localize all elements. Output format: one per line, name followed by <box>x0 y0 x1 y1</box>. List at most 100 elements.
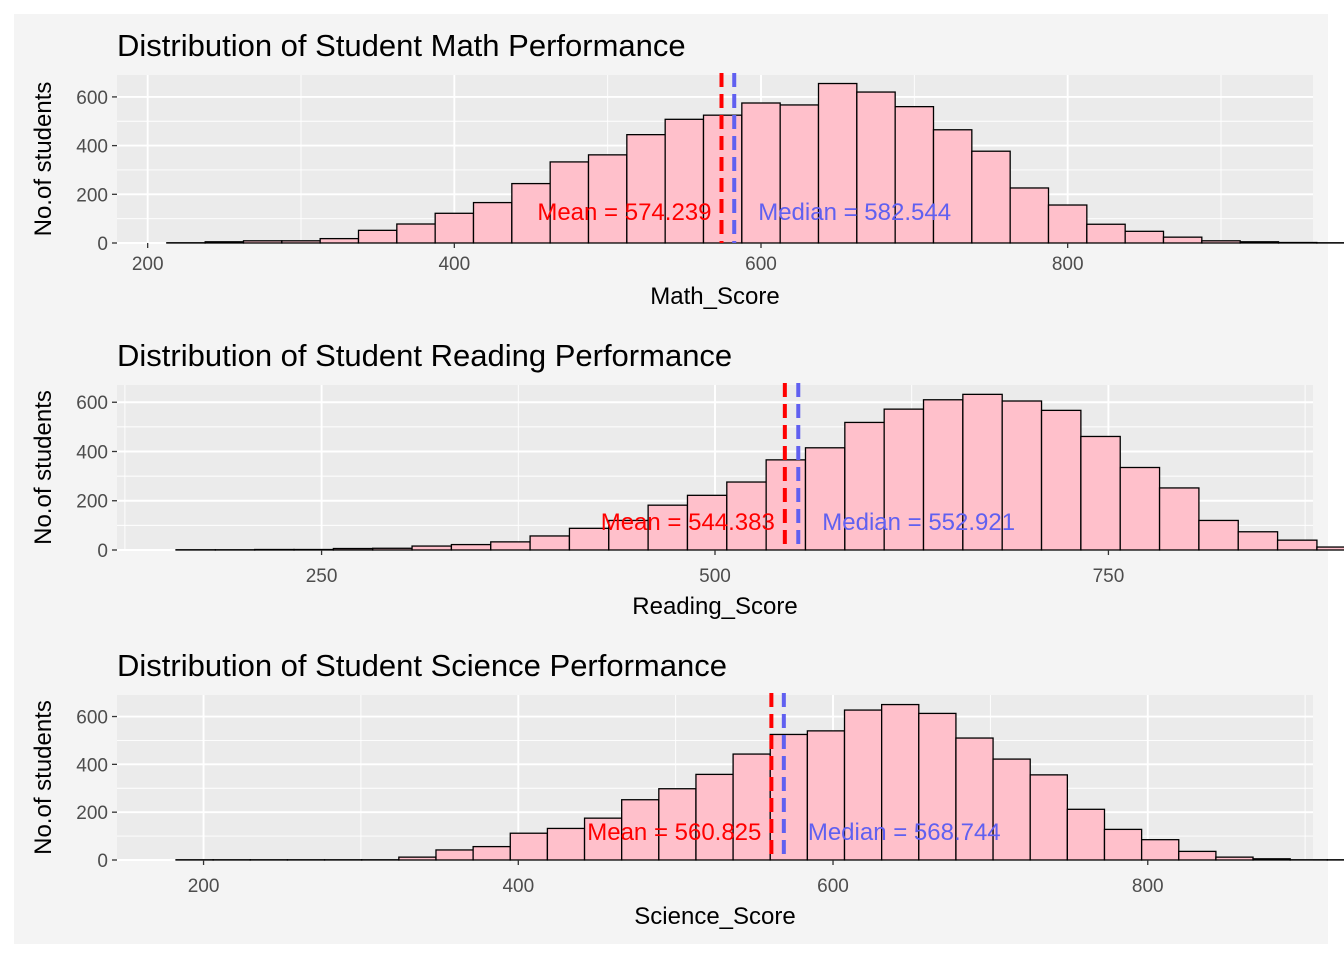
histogram-bar <box>319 237 360 244</box>
histogram-bar <box>932 129 973 244</box>
histogram-bar <box>281 240 321 244</box>
y-tick-label: 200 <box>76 803 108 824</box>
histogram-bar <box>1178 850 1217 861</box>
median-label: Median = 568.744 <box>808 819 1001 846</box>
histogram-bar <box>587 154 628 244</box>
histogram-bar <box>357 229 398 244</box>
histogram-bar <box>372 547 413 551</box>
histogram-bar <box>971 150 1011 244</box>
histogram-bar <box>664 118 705 244</box>
x-tick-label: 800 <box>1052 254 1084 275</box>
histogram-bar <box>726 481 767 551</box>
histogram-bar <box>881 703 920 861</box>
chart-title: Distribution of Student Science Performa… <box>117 648 727 683</box>
y-tick-label: 0 <box>97 541 108 562</box>
y-tick-label: 200 <box>76 185 108 206</box>
x-axis-label: Reading_Score <box>632 593 797 620</box>
y-tick-label: 600 <box>76 88 108 109</box>
y-tick-label: 200 <box>76 492 108 513</box>
histogram-bar <box>626 134 666 244</box>
histogram-bar <box>804 447 846 551</box>
y-tick-label: 400 <box>76 442 108 463</box>
histogram-bar <box>1080 435 1121 551</box>
y-tick-label: 400 <box>76 755 108 776</box>
y-tick-label: 400 <box>76 137 108 158</box>
histogram-bar <box>1215 856 1254 861</box>
histogram-bar <box>1140 839 1180 861</box>
histogram-bar <box>1162 236 1203 244</box>
histogram-bar <box>1040 409 1082 551</box>
x-tick-label: 600 <box>817 876 849 897</box>
histogram-bar <box>472 845 511 861</box>
histogram-bar <box>1066 808 1106 861</box>
histogram-bar <box>1316 546 1344 551</box>
median-label: Median = 552.921 <box>822 509 1015 536</box>
histogram-bar <box>817 82 858 244</box>
histogram-bar <box>332 547 374 551</box>
histogram-bar <box>1029 774 1068 861</box>
y-tick-label: 0 <box>97 851 108 872</box>
x-tick-label: 200 <box>188 876 220 897</box>
histogram-bar <box>658 788 697 861</box>
chart-title: Distribution of Student Math Performance <box>117 28 686 63</box>
histogram-bar <box>398 856 437 861</box>
histogram-bar <box>1009 187 1050 244</box>
histogram-bar <box>922 399 964 551</box>
histogram-bar <box>1103 828 1143 861</box>
histogram-bar <box>883 408 925 551</box>
histogram-bar <box>806 730 846 861</box>
histogram-bar <box>1201 240 1241 244</box>
y-axis-label: No.of students <box>30 82 57 237</box>
x-tick-label: 400 <box>438 254 470 275</box>
chart-title: Distribution of Student Reading Performa… <box>117 338 732 373</box>
x-tick-label: 200 <box>132 254 164 275</box>
x-tick-label: 750 <box>1093 566 1125 587</box>
histogram-bar <box>992 758 1031 861</box>
histogram-bar <box>843 709 883 861</box>
histogram-bar <box>647 504 689 551</box>
y-tick-label: 0 <box>97 234 108 255</box>
y-tick-label: 600 <box>76 708 108 729</box>
histogram-bar <box>1252 858 1291 861</box>
chart-science: Mean = 560.825 Median = 568.744 200 400 600 8… <box>30 648 1344 930</box>
chart-reading: Mean = 544.383 Median = 552.921 250 500 750 0… <box>30 338 1344 620</box>
histogram-bar <box>1276 539 1318 551</box>
histogram-bar <box>1124 230 1165 244</box>
histogram-bar <box>894 106 935 244</box>
histogram-bar <box>583 817 623 861</box>
x-tick-label: 500 <box>699 566 731 587</box>
x-tick-label: 400 <box>502 876 534 897</box>
median-label: Median = 582.544 <box>758 199 951 226</box>
histogram-bar <box>1198 519 1239 551</box>
histogram-bar <box>242 240 283 244</box>
histogram-bar <box>695 773 734 861</box>
histogram-bar <box>490 541 531 551</box>
histogram-bar <box>1086 223 1126 244</box>
x-tick-label: 800 <box>1132 876 1164 897</box>
histogram-bar <box>546 827 586 861</box>
histogram-bar <box>204 241 245 244</box>
histogram-bar <box>472 201 513 244</box>
mean-label: Mean = 544.383 <box>601 509 775 536</box>
histogram-bar <box>1158 487 1200 551</box>
x-tick-label: 250 <box>306 566 338 587</box>
histogram-bar <box>396 223 436 244</box>
x-tick-label: 600 <box>745 254 777 275</box>
histogram-bar <box>1119 466 1161 551</box>
histogram-bar <box>1047 204 1088 244</box>
y-axis-label: No.of students <box>30 390 57 545</box>
mean-label: Mean = 574.239 <box>537 199 711 226</box>
histogram-bar <box>509 832 549 861</box>
histogram-bar <box>856 91 896 244</box>
chart-math: Mean = 574.239 Median = 582.544 200 400 600 8… <box>30 28 1344 310</box>
histogram-bar <box>1239 241 1280 244</box>
histogram-bar <box>450 543 492 551</box>
histogram-bar <box>608 519 649 551</box>
histogram-bar <box>1237 531 1279 551</box>
histogram-bar <box>529 535 571 551</box>
histogram-bar <box>435 849 474 861</box>
histogram-bar <box>955 737 994 861</box>
y-tick-label: 600 <box>76 393 108 414</box>
x-axis-label: Math_Score <box>650 283 779 310</box>
